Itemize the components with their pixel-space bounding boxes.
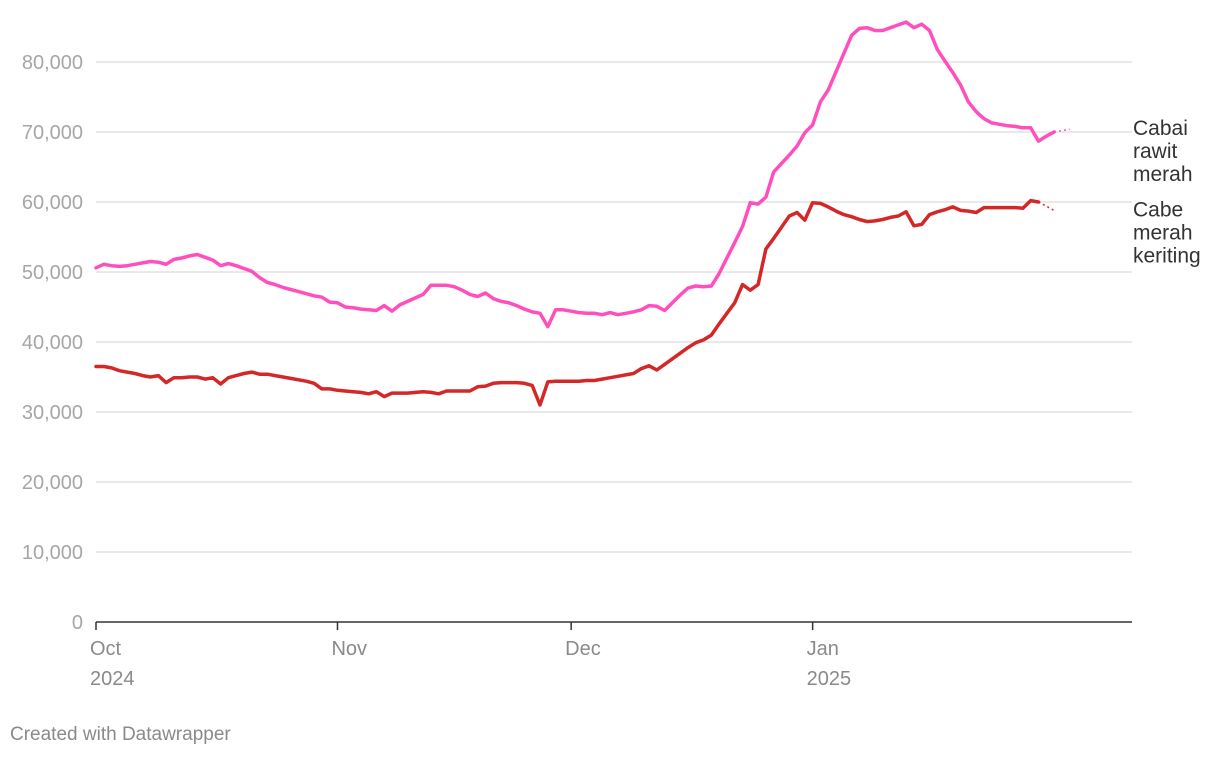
x-tick-label: Dec [565,638,601,660]
series-label-line: keriting [1133,244,1201,267]
y-tick-label: 50,000 [22,262,83,284]
x-axis: Oct 2024 Nov Dec Jan 2025 [90,622,851,690]
series-label-1: Cabai rawit merah [1133,117,1193,186]
y-tick-label: 30,000 [22,402,83,424]
y-tick-label: 70,000 [22,122,83,144]
series-label-line: Cabe [1133,198,1183,221]
footer-credit: Created with Datawrapper [10,724,231,745]
series-label-line: rawit [1133,140,1178,163]
x-tick-year-label: 2025 [807,668,852,690]
series-line-2 [94,198,1041,407]
y-tick-label: 20,000 [22,472,83,494]
series-lines [94,20,1070,407]
y-tick-label: 10,000 [22,542,83,564]
series-dashed-end-2 [1038,201,1055,212]
x-tick-label: Nov [331,638,367,660]
y-axis: 0 10,000 20,000 30,000 40,000 50,000 60,000 70,… [22,52,83,634]
y-tick-label: 0 [72,612,83,634]
y-tick-label: 80,000 [22,52,83,74]
x-tick-label: Jan [807,638,839,660]
series-label-line: Cabai [1133,117,1188,140]
series-line-1 [94,20,1056,329]
x-tick-year-label: 2024 [90,668,135,690]
series-label-2: Cabe merah keriting [1133,198,1201,267]
y-tick-label: 40,000 [22,332,83,354]
series-label-line: merah [1133,221,1193,244]
x-tick-label: Oct [90,638,122,660]
gridlines [96,61,1132,623]
series-label-line: merah [1133,163,1193,186]
line-chart: 0 10,000 20,000 30,000 40,000 50,000 60,000 70,… [22,20,1201,690]
y-tick-label: 60,000 [22,192,83,214]
